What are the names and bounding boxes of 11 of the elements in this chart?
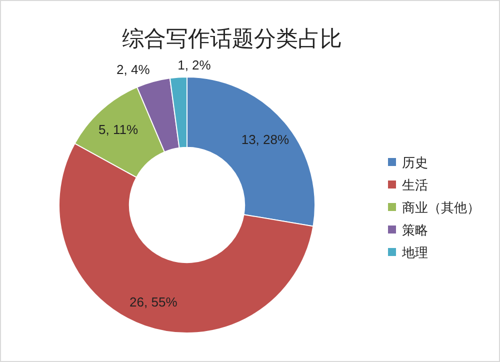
data-label: 1, 2% [178, 58, 212, 73]
data-label: 13, 28% [241, 132, 290, 147]
chart-title: 综合写作话题分类占比 [122, 26, 342, 51]
legend-label: 地理 [401, 246, 428, 261]
data-label: 26, 55% [130, 294, 178, 310]
data-label: 2, 4% [116, 62, 150, 78]
legend-label: 历史 [402, 156, 428, 171]
legend-label: 生活 [402, 178, 428, 194]
legend-label: 策略 [402, 224, 428, 238]
legend-label: 商业（其他） [402, 201, 480, 216]
data-label: 5, 11% [98, 122, 139, 138]
